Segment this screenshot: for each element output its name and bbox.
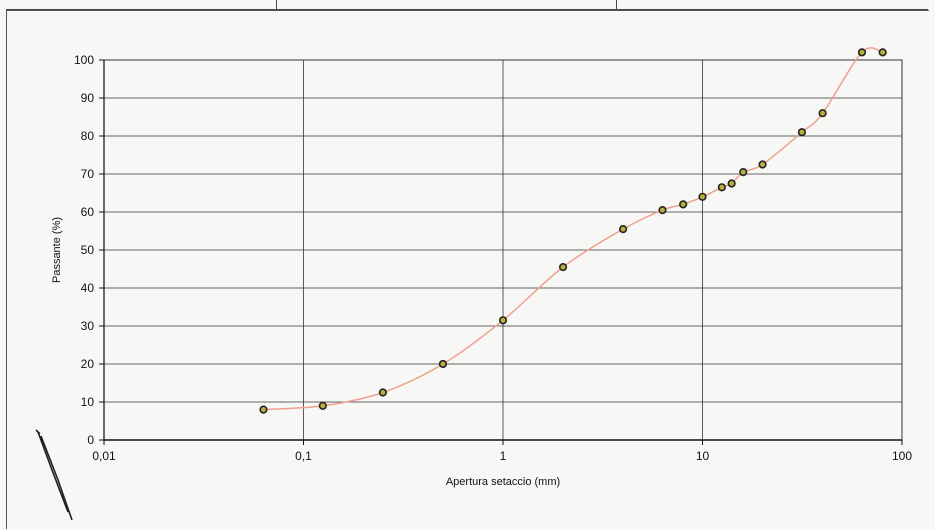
y-tick-label: 30	[81, 319, 95, 333]
top-table-strip	[6, 0, 928, 10]
data-point	[619, 225, 628, 234]
chart-frame	[6, 10, 929, 529]
data-point	[679, 200, 688, 209]
y-axis-ticks: 0 10 20 30 40 50 60 70 80 90 100	[74, 53, 104, 447]
y-tick-label: 20	[81, 357, 95, 371]
y-tick-label: 50	[81, 243, 95, 257]
data-point	[717, 183, 726, 192]
data-point	[818, 109, 827, 118]
table-cell-divider	[276, 0, 277, 9]
grid	[104, 60, 902, 440]
y-tick-label: 10	[81, 395, 95, 409]
signature-stroke	[35, 429, 73, 521]
data-point	[739, 168, 748, 177]
y-tick-label: 100	[74, 53, 94, 67]
y-tick-label: 0	[87, 433, 94, 447]
x-tick-label: 100	[892, 449, 912, 463]
data-point	[758, 160, 767, 169]
data-point	[318, 401, 327, 410]
data-points	[259, 48, 887, 414]
data-point	[259, 405, 268, 414]
data-point	[558, 263, 568, 272]
data-point	[857, 48, 867, 57]
y-tick-label: 40	[81, 281, 95, 295]
y-axis-title: Passante (%)	[51, 217, 63, 283]
data-point	[698, 192, 707, 201]
y-tick-label: 70	[81, 167, 95, 181]
data-point	[438, 359, 448, 369]
y-tick-label: 80	[81, 129, 95, 143]
y-tick-label: 90	[81, 91, 95, 105]
data-point	[498, 316, 508, 325]
data-point	[727, 179, 736, 188]
x-tick-label: 0,01	[92, 449, 116, 463]
table-cell-divider	[616, 0, 617, 9]
x-axis-ticks: 0,01 0,1 1 10 100	[92, 440, 912, 463]
x-axis-title: Apertura setaccio (mm)	[446, 476, 560, 488]
data-point	[658, 206, 667, 215]
x-tick-label: 10	[696, 449, 710, 463]
series-line	[263, 47, 883, 411]
data-point	[878, 48, 887, 57]
y-tick-label: 60	[81, 205, 95, 219]
data-point	[797, 128, 807, 137]
data-point	[378, 388, 387, 397]
x-tick-label: 1	[500, 449, 507, 463]
x-tick-label: 0,1	[295, 449, 312, 463]
